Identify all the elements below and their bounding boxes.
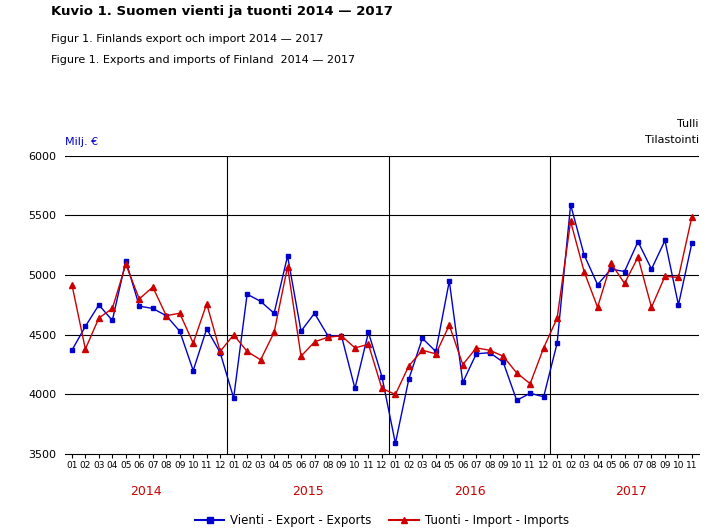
Text: Figur 1. Finlands export och import 2014 — 2017: Figur 1. Finlands export och import 2014…: [51, 34, 323, 44]
Text: 2015: 2015: [292, 485, 324, 497]
Text: 2017: 2017: [615, 485, 647, 497]
Text: 2014: 2014: [130, 485, 162, 497]
Legend: Vienti - Export - Exports, Tuonti - Import - Imports: Vienti - Export - Exports, Tuonti - Impo…: [190, 510, 573, 528]
Text: 2016: 2016: [454, 485, 485, 497]
Text: Figure 1. Exports and imports of Finland  2014 — 2017: Figure 1. Exports and imports of Finland…: [51, 55, 355, 65]
Text: Tulli: Tulli: [677, 119, 699, 129]
Text: Kuvio 1. Suomen vienti ja tuonti 2014 — 2017: Kuvio 1. Suomen vienti ja tuonti 2014 — …: [51, 5, 392, 18]
Text: Milj. €: Milj. €: [65, 137, 98, 147]
Text: Tilastointi: Tilastointi: [644, 135, 699, 145]
